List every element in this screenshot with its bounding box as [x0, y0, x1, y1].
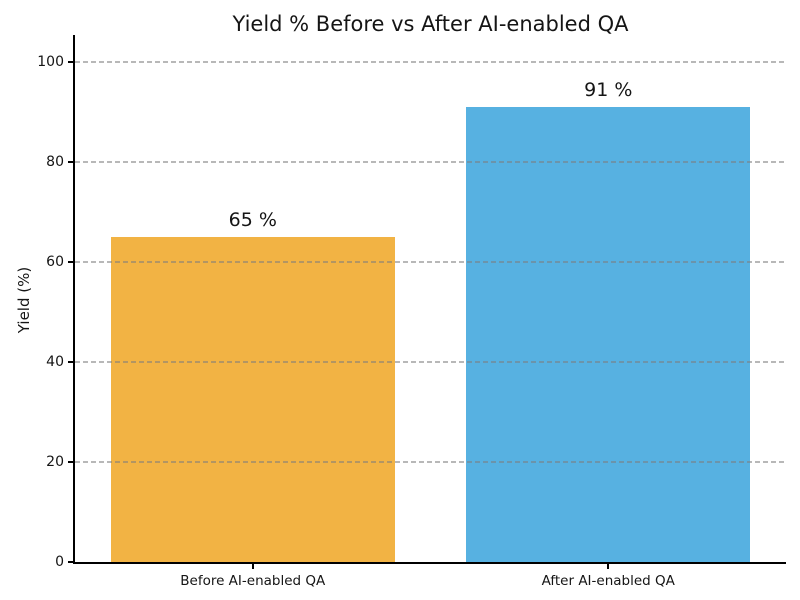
x-tick-label: After AI-enabled QA [541, 573, 675, 589]
y-tick-label: 100 [37, 54, 64, 70]
y-tick-label: 20 [46, 454, 64, 470]
y-axis-spine [73, 35, 75, 564]
x-tick-mark [607, 564, 610, 569]
gridline [75, 461, 786, 463]
x-tick-label: Before AI-enabled QA [180, 573, 326, 589]
gridline [75, 161, 786, 163]
bar-value-label: 65 % [228, 209, 277, 231]
gridline [75, 61, 786, 63]
gridline [75, 361, 786, 363]
x-tick-mark [251, 564, 254, 569]
y-tick-mark [68, 361, 73, 363]
y-tick-label: 60 [46, 254, 64, 270]
y-tick-label: 80 [46, 154, 64, 170]
x-axis-spine [73, 562, 786, 564]
y-tick-mark [68, 461, 73, 463]
y-tick-mark [68, 61, 73, 63]
bar-value-label: 91 % [584, 79, 633, 101]
y-tick-mark [68, 161, 73, 163]
bar-before-ai-enabled-qa [110, 237, 395, 562]
y-tick-mark [68, 261, 73, 263]
y-tick-label: 40 [46, 354, 64, 370]
chart-title: Yield % Before vs After AI-enabled QA [232, 12, 629, 36]
y-tick-mark [68, 561, 73, 563]
y-tick-label: 0 [55, 554, 64, 570]
gridline [75, 261, 786, 263]
bar-after-ai-enabled-qa [466, 107, 751, 562]
